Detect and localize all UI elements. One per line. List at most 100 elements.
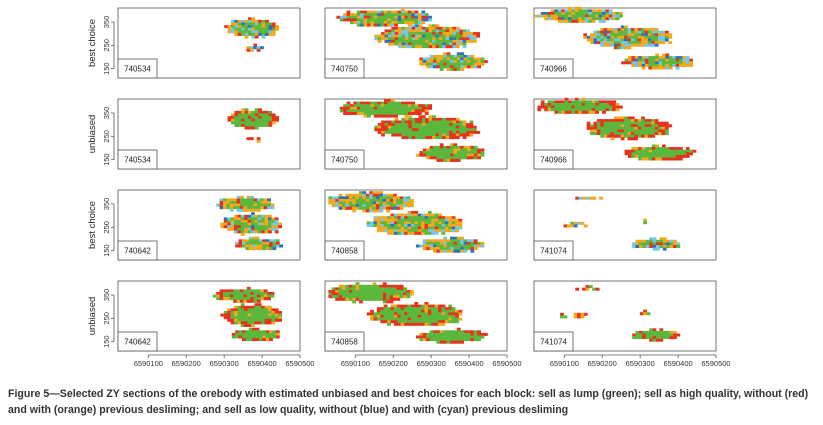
block-cell (252, 239, 256, 243)
block-cell (613, 124, 618, 128)
block-cell (455, 229, 459, 233)
block-cell (453, 340, 458, 344)
block-cell (236, 198, 241, 202)
block-cell (359, 204, 363, 208)
block-cell (410, 229, 415, 233)
block-cell (328, 199, 333, 202)
block-cell (438, 29, 443, 33)
block-cell (236, 195, 241, 199)
block-cell (418, 136, 423, 140)
block-cell (268, 230, 272, 234)
block-cell (429, 54, 434, 58)
block-cell (635, 330, 640, 334)
x-tick-label: 6590400 (454, 359, 483, 368)
block-cell (540, 105, 545, 109)
block-cell (624, 25, 628, 29)
block-cell (258, 121, 262, 125)
block-cell (438, 34, 443, 38)
block-cell (328, 290, 333, 293)
block-cell (612, 103, 616, 106)
block-cell (613, 30, 618, 34)
block-cell (350, 13, 354, 17)
block-cell (367, 21, 371, 24)
block-cell (432, 133, 436, 137)
block-cell (628, 154, 632, 158)
block-cell (477, 60, 481, 64)
block-cell (425, 120, 430, 124)
block-cell (234, 30, 239, 34)
block-cell (675, 61, 680, 65)
block-cell (410, 218, 415, 222)
block-cell (251, 313, 255, 317)
block-cell (619, 105, 623, 109)
block-cell (260, 206, 265, 210)
block-cell (451, 309, 456, 313)
block-cell (439, 54, 444, 58)
block-cell (373, 109, 378, 113)
block-cell (335, 196, 339, 200)
block-cell (463, 62, 468, 66)
block-cell (391, 130, 396, 134)
block-cell (445, 39, 450, 43)
block-cell (404, 312, 408, 316)
block-cell (394, 130, 399, 134)
block-cell (226, 203, 231, 207)
block-cell (641, 63, 646, 67)
block-cell (406, 199, 411, 202)
block-cell (585, 100, 589, 104)
block-cell (235, 330, 239, 334)
block-cell (627, 121, 632, 125)
block-cell (265, 118, 269, 122)
block-cell (431, 304, 436, 308)
block-cell (441, 216, 446, 220)
block-cell (470, 57, 475, 61)
block-cell (390, 109, 395, 113)
block-cell (230, 318, 235, 322)
block-cell (432, 120, 436, 124)
block-cell (675, 58, 680, 62)
block-cell (436, 153, 441, 157)
block-cell (376, 284, 380, 288)
block-cell (619, 12, 623, 15)
block-cell (434, 320, 439, 324)
block-cell (331, 199, 336, 202)
block-cell (581, 105, 586, 109)
block-cell (424, 109, 429, 113)
block-cell (635, 245, 640, 248)
block-cell (578, 108, 582, 112)
block-cell (216, 297, 220, 301)
block-cell (427, 322, 432, 326)
block-cell (642, 333, 647, 337)
block-cell (448, 307, 453, 311)
block-cell (258, 118, 262, 122)
block-cell (459, 120, 464, 124)
block-cell (244, 32, 249, 36)
block-cell (651, 126, 656, 130)
block-cell (578, 19, 582, 23)
block-cell (240, 233, 245, 236)
block-cell (353, 104, 358, 108)
block-cell (400, 309, 405, 313)
block-cell (568, 14, 572, 18)
block-cell (387, 309, 391, 313)
block-cell (431, 229, 436, 233)
block-cell (223, 311, 228, 314)
block-cell (610, 124, 615, 128)
block-cell (627, 30, 632, 34)
block-cell (417, 320, 422, 324)
block-cell (362, 193, 367, 197)
block-cell (428, 133, 433, 137)
block-cell (463, 239, 468, 243)
block-cell (648, 149, 653, 153)
block-cell (367, 106, 371, 110)
block-cell (265, 244, 270, 248)
block-cell (431, 309, 436, 313)
block-cell (436, 156, 441, 160)
block-cell (263, 297, 268, 301)
block-cell (348, 295, 353, 299)
block-cell (384, 125, 389, 129)
block-cell (363, 109, 368, 113)
block-cell (376, 295, 380, 299)
block-cell (649, 336, 653, 340)
block-cell (255, 244, 260, 248)
